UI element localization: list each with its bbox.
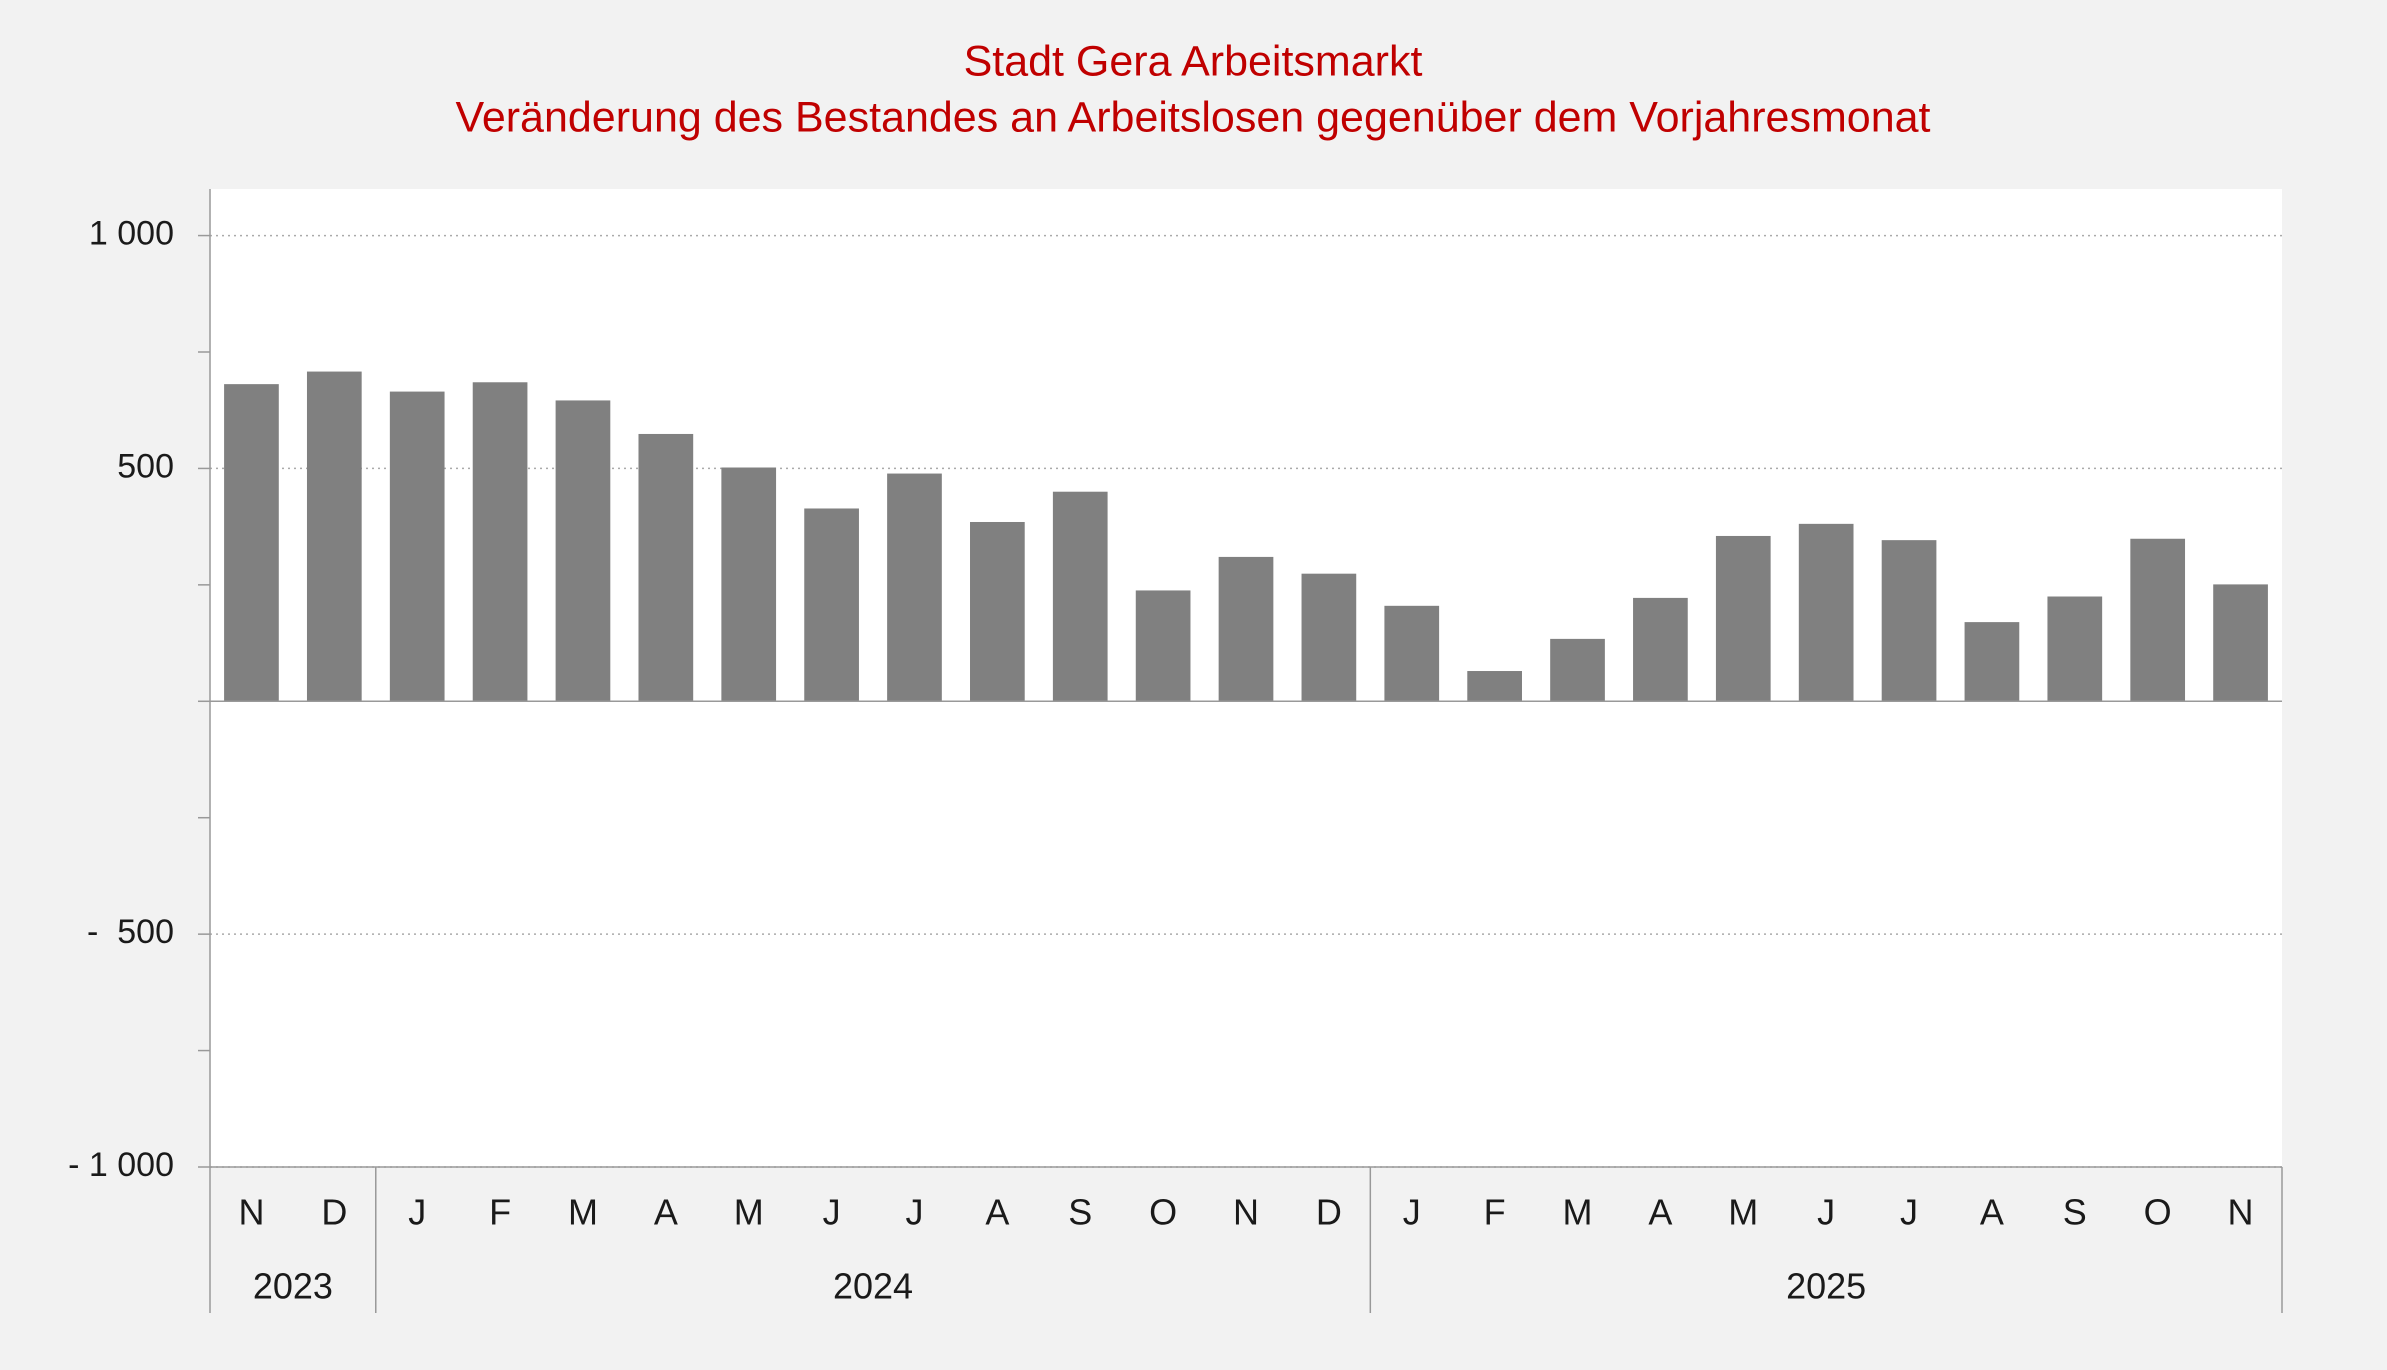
x-tick-label: S <box>1068 1192 1092 1233</box>
bar <box>1052 491 1108 702</box>
bar <box>1881 540 1937 702</box>
bar <box>1550 638 1605 702</box>
bar <box>2213 584 2268 702</box>
x-tick-label: D <box>321 1192 347 1233</box>
chart-subtitle: Veränderung des Bestandes an Arbeitslose… <box>456 93 1931 141</box>
x-tick-label: N <box>238 1192 264 1233</box>
y-tick-label: - 500 <box>87 913 174 951</box>
x-tick-label: J <box>1817 1192 1835 1233</box>
x-tick-label: O <box>2144 1192 2172 1233</box>
bar <box>389 391 445 702</box>
bar <box>224 384 279 702</box>
bar <box>1715 535 1771 702</box>
bar <box>555 400 611 702</box>
bar <box>804 508 859 702</box>
bar <box>2047 596 2103 702</box>
year-label: 2024 <box>833 1266 913 1307</box>
x-tick-label: M <box>1728 1192 1758 1233</box>
x-tick-label: J <box>408 1192 426 1233</box>
bar <box>970 521 1025 702</box>
year-label: 2025 <box>1786 1266 1866 1307</box>
bar <box>1467 671 1522 702</box>
year-label: 2023 <box>253 1266 333 1307</box>
x-tick-label: M <box>1563 1192 1593 1233</box>
x-tick-label: D <box>1316 1192 1342 1233</box>
x-tick-label: S <box>2063 1192 2087 1233</box>
x-tick-label: M <box>568 1192 598 1233</box>
x-tick-label: O <box>1149 1192 1177 1233</box>
y-tick-label: - 1 000 <box>68 1146 174 1184</box>
bar <box>1633 597 1688 702</box>
x-tick-label: J <box>1900 1192 1918 1233</box>
bar <box>887 473 942 702</box>
bar <box>2130 538 2186 702</box>
chart-title: Stadt Gera Arbeitsmarkt <box>964 37 1423 85</box>
x-tick-label: A <box>985 1192 1009 1233</box>
x-tick-label: N <box>2228 1192 2254 1233</box>
bar <box>1301 573 1357 702</box>
x-tick-label: N <box>1233 1192 1259 1233</box>
y-tick-label: 500 <box>117 447 174 485</box>
bar <box>306 371 362 702</box>
x-tick-label: M <box>734 1192 764 1233</box>
bar <box>1798 523 1854 702</box>
bar <box>1964 622 2020 702</box>
y-tick-label: 1 000 <box>89 215 174 253</box>
bar <box>1218 556 1274 702</box>
bar <box>721 467 777 702</box>
bar <box>1135 590 1191 702</box>
bar <box>1384 605 1440 702</box>
x-tick-label: A <box>1980 1192 2004 1233</box>
x-tick-label: A <box>1648 1192 1672 1233</box>
bar <box>472 382 528 702</box>
bar <box>638 433 694 702</box>
x-tick-label: F <box>489 1192 511 1233</box>
x-tick-label: A <box>654 1192 678 1233</box>
x-tick-label: J <box>823 1192 841 1233</box>
x-tick-label: J <box>905 1192 923 1233</box>
x-tick-label: F <box>1484 1192 1506 1233</box>
x-tick-label: J <box>1403 1192 1421 1233</box>
